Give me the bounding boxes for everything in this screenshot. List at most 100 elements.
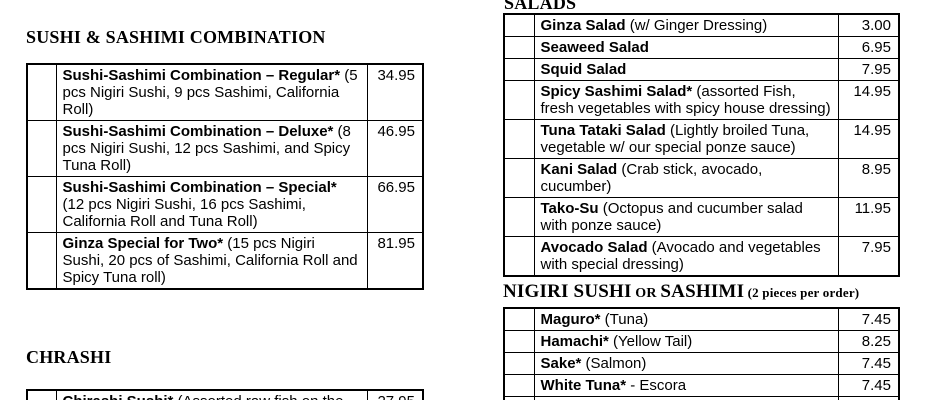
menu-item-row: Seaweed Salad 6.95 — [503, 36, 900, 59]
combination-table-body: Sushi-Sashimi Combination – Regular* (5 … — [26, 63, 424, 290]
item-select-cell — [503, 396, 535, 400]
item-name: Sushi-Sashimi Combination – Special* — [62, 179, 337, 196]
item-price: 8.25 — [837, 396, 900, 400]
item-description: (w/ Ginger Dressing) — [625, 17, 768, 34]
menu-item-row: Hamachi* (Yellow Tail) 8.25 — [503, 330, 900, 353]
item-price: 3.00 — [837, 13, 900, 37]
item-name: Ginza Salad — [540, 17, 626, 34]
menu-item-row: Avocado Salad (Avocado and vegetables wi… — [503, 236, 900, 277]
item-price: 8.25 — [837, 330, 900, 353]
item-description: (5 pcs Nigiri Sushi, 9 pcs Sashimi, Cali… — [62, 67, 358, 118]
menu-item-row: Tako-Su (Octopus and cucumber salad with… — [503, 197, 900, 237]
item-price: 7.45 — [837, 374, 900, 397]
item-text-cell: Seaweed Salad — [533, 36, 839, 59]
item-description: (Salmon) — [581, 355, 647, 372]
item-description: (12 pcs Nigiri Sushi, 16 pcs Sashimi, Ca… — [62, 196, 306, 230]
item-name: Kani Salad — [540, 161, 618, 178]
item-name: Tuna Tataki Salad — [540, 122, 666, 139]
menu-item-row: Maguro* (Tuna) 7.45 — [503, 307, 900, 331]
item-price: 11.95 — [837, 197, 900, 237]
item-description: (Tuna) — [600, 311, 649, 328]
item-text-cell: Spicy Sashimi Salad* (assorted Fish, fre… — [533, 80, 839, 120]
item-name: Squid Salad — [540, 61, 627, 78]
item-select-cell — [503, 158, 535, 198]
item-name: Spicy Sashimi Salad* — [540, 83, 693, 100]
menu-item-row: Smoked Salmon 8.25 — [503, 396, 900, 400]
item-text-cell: Tuna Tataki Salad (Lightly broiled Tuna,… — [533, 119, 839, 159]
item-text-cell: Chirashi Sushi* (Assorted raw fish on th… — [55, 389, 368, 400]
item-description: (Yellow Tail) — [608, 333, 693, 350]
item-description: (Avocado and vegetables with special dre… — [540, 239, 821, 273]
item-price: 7.45 — [837, 352, 900, 375]
combination-table: Sushi-Sashimi Combination – Regular* (5 … — [26, 63, 424, 290]
item-text-cell: Sushi-Sashimi Combination – Deluxe* (8 p… — [55, 120, 368, 177]
item-text-cell: Kani Salad (Crab stick, avocado, cucumbe… — [533, 158, 839, 198]
item-select-cell — [26, 120, 57, 177]
item-text-cell: Sushi-Sashimi Combination – Special* (12… — [55, 176, 368, 233]
item-select-cell — [503, 80, 535, 120]
item-text-cell: Maguro* (Tuna) — [533, 307, 839, 331]
item-select-cell — [26, 232, 57, 290]
item-name: Tako-Su — [540, 200, 599, 217]
item-name: White Tuna* — [540, 377, 627, 394]
menu-item-row: Ginza Special for Two* (15 pcs Nigiri Su… — [26, 232, 424, 290]
item-name: Ginza Special for Two* — [62, 235, 224, 252]
nigiri-title-note: (2 pieces per order) — [744, 285, 860, 300]
chirashi-table: Chirashi Sushi* (Assorted raw fish on th… — [26, 389, 424, 400]
item-price: 14.95 — [837, 119, 900, 159]
item-description: (Assorted raw fish on the — [173, 393, 344, 400]
section-title-nigiri-sushi-or-sashimi: NIGIRI SUSHI OR SASHIMI (2 pieces per or… — [503, 281, 859, 303]
menu-item-row: Spicy Sashimi Salad* (assorted Fish, fre… — [503, 80, 900, 120]
item-select-cell — [503, 36, 535, 59]
item-select-cell — [503, 58, 535, 81]
item-price: 14.95 — [837, 80, 900, 120]
item-select-cell — [26, 389, 57, 400]
item-text-cell: Avocado Salad (Avocado and vegetables wi… — [533, 236, 839, 277]
item-price: 66.95 — [366, 176, 424, 233]
item-select-cell — [26, 176, 57, 233]
item-text-cell: White Tuna* - Escora — [533, 374, 839, 397]
item-description: (Octopus and cucumber salad with ponze s… — [540, 200, 803, 234]
item-select-cell — [503, 119, 535, 159]
item-description: (Lightly broiled Tuna, vegetable w/ our … — [540, 122, 810, 156]
item-text-cell: Tako-Su (Octopus and cucumber salad with… — [533, 197, 839, 237]
menu-item-row: Kani Salad (Crab stick, avocado, cucumbe… — [503, 158, 900, 198]
item-text-cell: Sushi-Sashimi Combination – Regular* (5 … — [55, 63, 368, 121]
item-select-cell — [503, 330, 535, 353]
salads-table-body: Ginza Salad (w/ Ginger Dressing) 3.00 Se… — [503, 13, 900, 277]
menu-item-row: Squid Salad 7.95 — [503, 58, 900, 81]
item-price: 27.95 — [366, 389, 424, 400]
menu-item-row: Tuna Tataki Salad (Lightly broiled Tuna,… — [503, 119, 900, 159]
item-description: - Escora — [626, 377, 687, 394]
item-price: 7.95 — [837, 236, 900, 277]
chirashi-table-body: Chirashi Sushi* (Assorted raw fish on th… — [26, 389, 424, 400]
item-select-cell — [503, 236, 535, 277]
menu-item-row: Sake* (Salmon) 7.45 — [503, 352, 900, 375]
section-title-chrashi: CHRASHI — [26, 347, 112, 367]
nigiri-table-body: Maguro* (Tuna) 7.45 Hamachi* (Yellow Tai… — [503, 307, 900, 400]
item-price: 46.95 — [366, 120, 424, 177]
menu-item-row: Chirashi Sushi* (Assorted raw fish on th… — [26, 389, 424, 400]
menu-item-row: White Tuna* - Escora 7.45 — [503, 374, 900, 397]
item-name: Sushi-Sashimi Combination – Regular* — [62, 67, 341, 84]
item-name: Maguro* — [540, 311, 601, 328]
item-text-cell: Ginza Special for Two* (15 pcs Nigiri Su… — [55, 232, 368, 290]
menu-item-row: Sushi-Sashimi Combination – Deluxe* (8 p… — [26, 120, 424, 177]
item-price: 34.95 — [366, 63, 424, 121]
item-name: Seaweed Salad — [540, 39, 649, 56]
item-text-cell: Smoked Salmon — [533, 396, 839, 400]
menu-item-row: Sushi-Sashimi Combination – Special* (12… — [26, 176, 424, 233]
item-price: 8.95 — [837, 158, 900, 198]
nigiri-title-or: OR — [631, 286, 661, 301]
item-price: 81.95 — [366, 232, 424, 290]
menu-item-row: Sushi-Sashimi Combination – Regular* (5 … — [26, 63, 424, 121]
item-price: 7.95 — [837, 58, 900, 81]
item-select-cell — [503, 197, 535, 237]
item-description: (Crab stick, avocado, cucumber) — [540, 161, 763, 195]
item-description: (15 pcs Nigiri Sushi, 20 pcs of Sashimi,… — [62, 235, 358, 286]
item-price: 7.45 — [837, 307, 900, 331]
item-description: (8 pcs Nigiri Sushi, 12 pcs Sashimi, and… — [62, 123, 351, 174]
item-select-cell — [503, 307, 535, 331]
item-name: Hamachi* — [540, 333, 609, 350]
menu-item-row: Ginza Salad (w/ Ginger Dressing) 3.00 — [503, 13, 900, 37]
